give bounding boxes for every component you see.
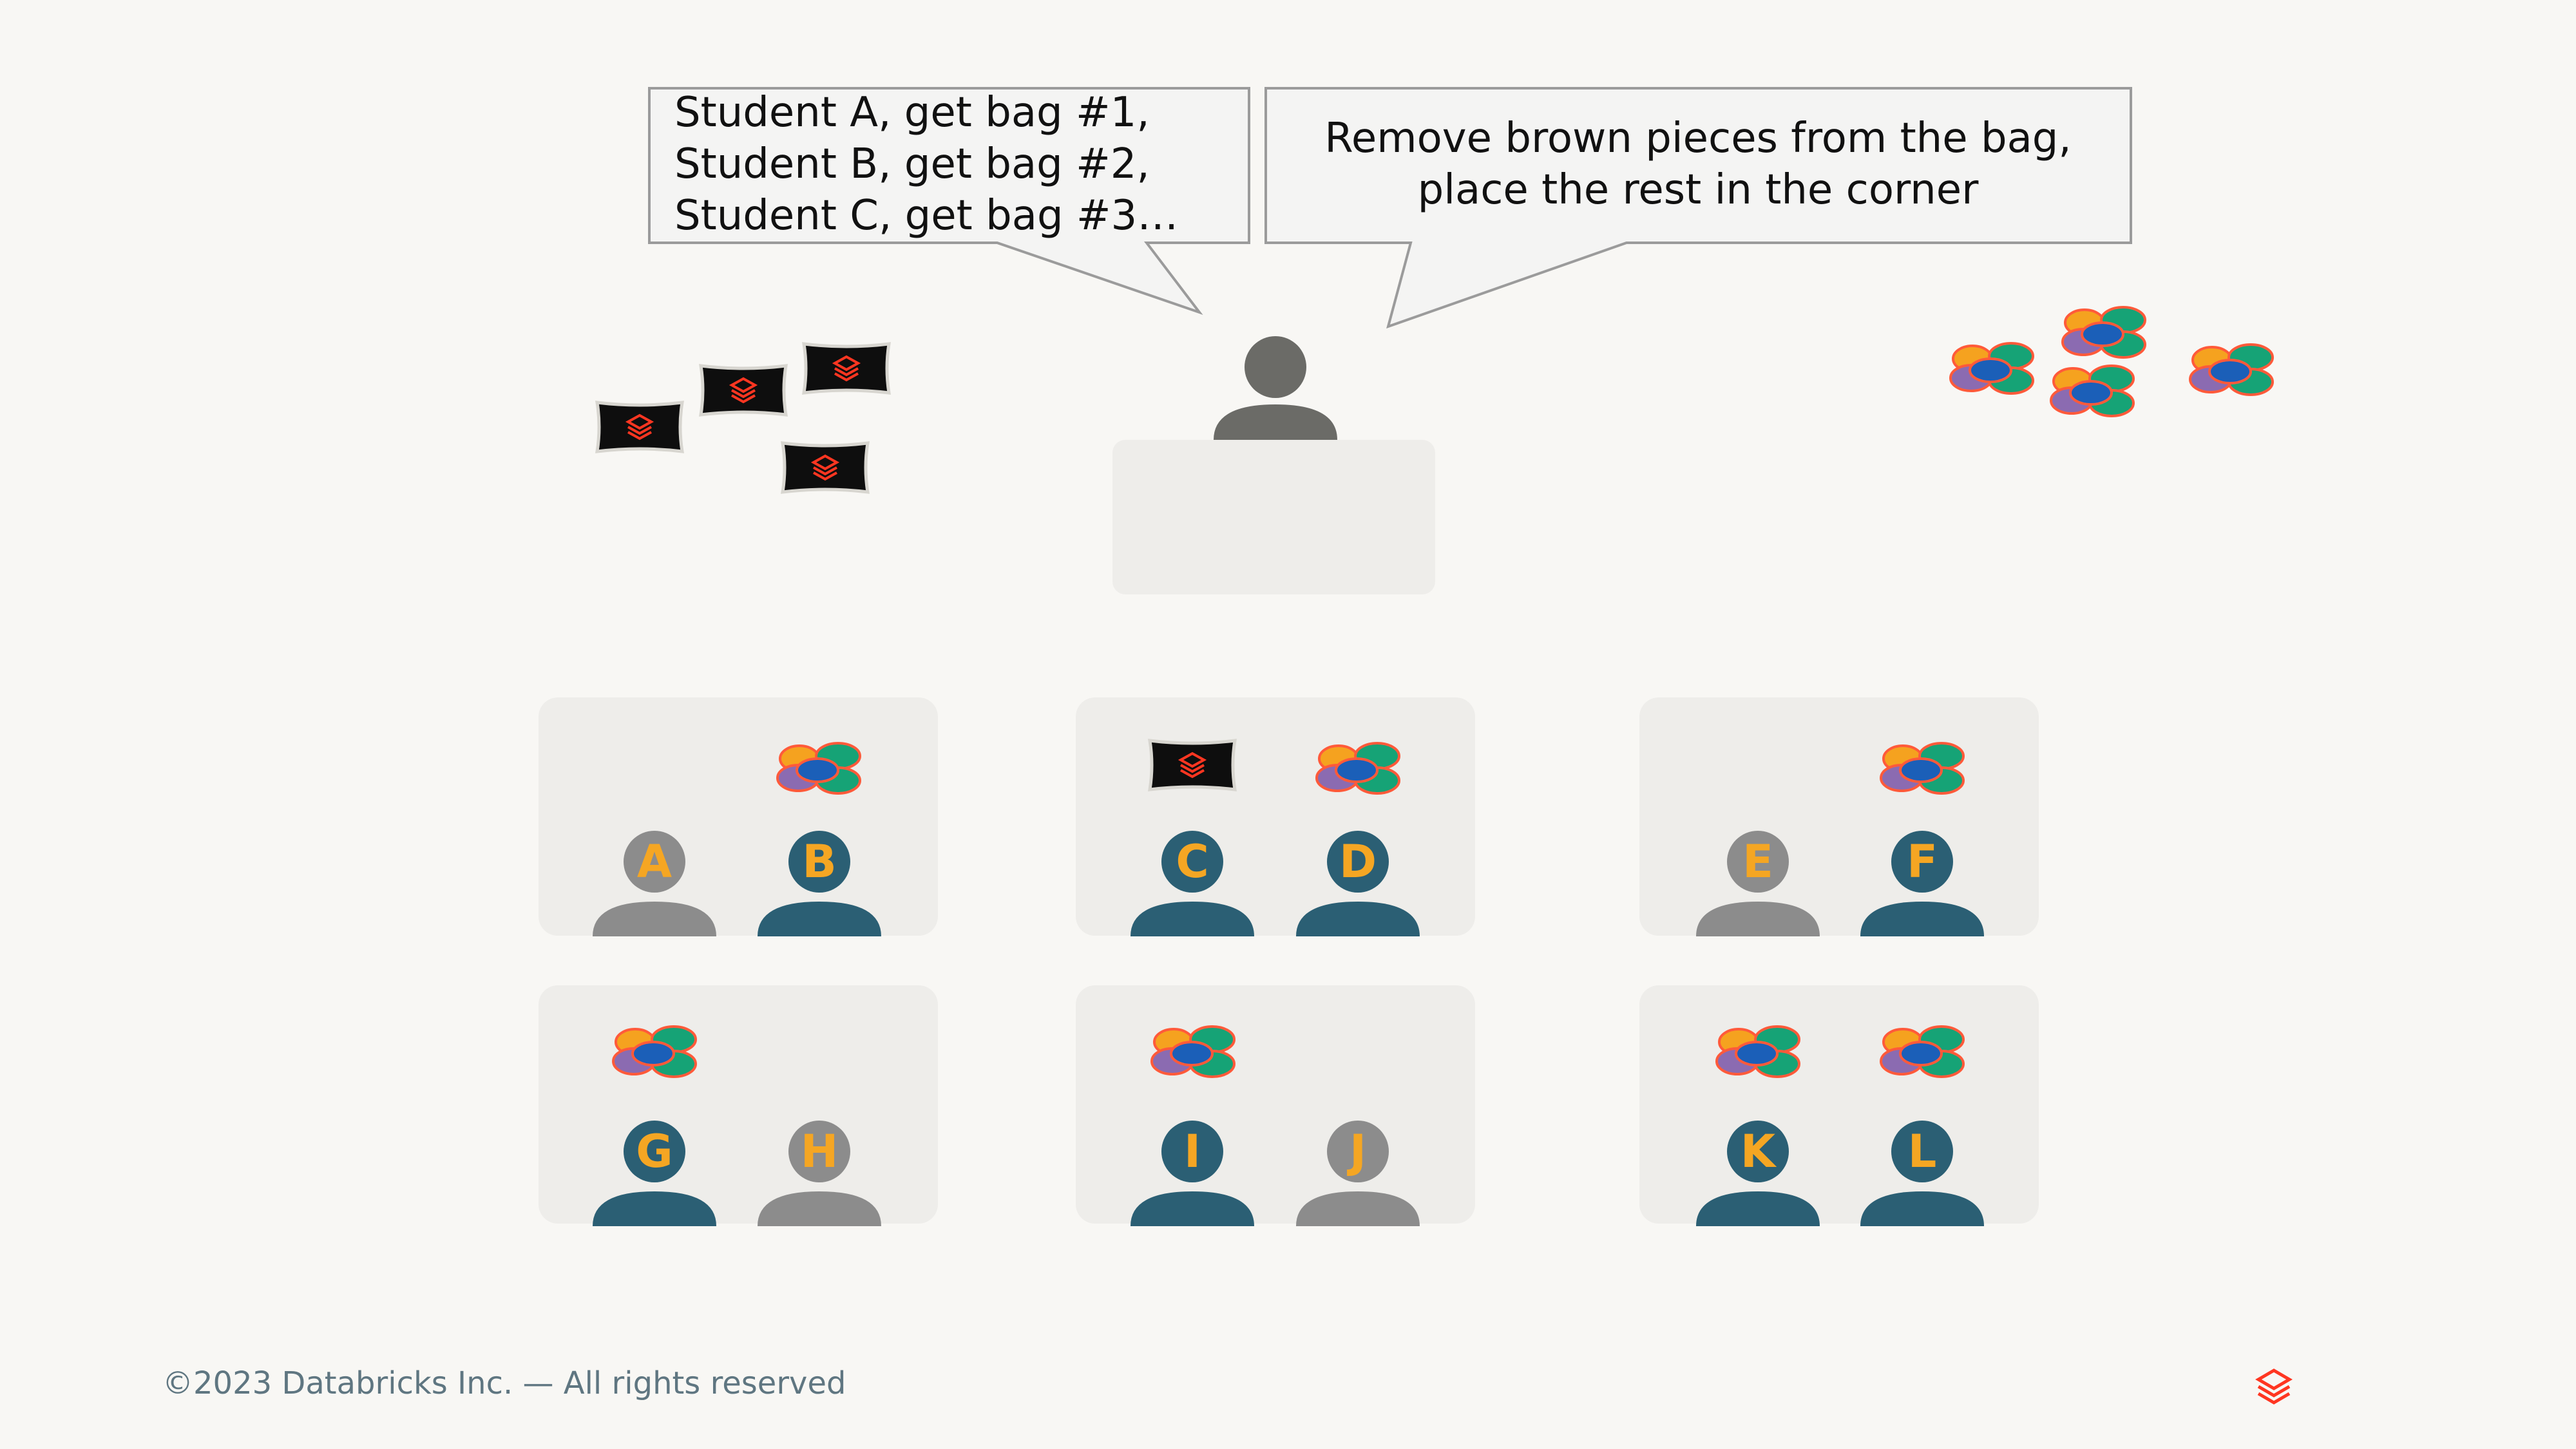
student-letter: C [1176,835,1208,888]
jellybean-cluster-icon [1315,742,1400,795]
jellybean-cluster-icon [2189,343,2274,396]
student-letter: G [636,1125,673,1178]
jellybean-cluster-icon [1715,1025,1800,1078]
student-letter: K [1741,1125,1777,1178]
student-letter: J [1347,1125,1366,1178]
desk-ab [539,697,938,936]
jellybean-cluster-icon [2050,365,2135,417]
student-d-icon: D [1296,831,1420,936]
student-letter: D [1339,835,1377,888]
student-c-icon: C [1131,831,1254,936]
bag-icon [804,344,889,393]
desk-ij [1076,985,1475,1224]
student-i-icon: I [1131,1121,1254,1226]
students: A B C D E F G H I J K L [593,831,1984,1226]
desk-gh [539,985,938,1224]
student-head [1327,1121,1389,1182]
bubble-left-line-1: Student A, get bag #1, [674,89,1150,137]
bubble-right-line-2: place the rest in the corner [1418,166,1980,214]
svg-text:Student B, get bag #2,: Student B, get bag #2, [674,140,1150,188]
speech-bubble-right: Remove brown pieces from the bag, place … [1264,87,2132,329]
student-body [1860,1191,1984,1226]
student-body [593,902,716,936]
jellybean-cluster-icon [1949,342,2034,395]
student-body [1696,902,1820,936]
desk-cd [1076,697,1475,936]
svg-text:Student C, get bag #3…: Student C, get bag #3… [674,192,1178,240]
jellybean-cluster-icon [612,1025,697,1078]
student-head [1161,1121,1223,1182]
student-b-icon: B [758,831,881,936]
student-letter: F [1907,835,1938,888]
teacher-icon [1214,336,1337,440]
student-body [1131,902,1254,936]
bag-icon [701,366,786,415]
footer-copyright: ©2023 Databricks Inc. — All rights reser… [162,1365,846,1401]
bag-icon [597,402,682,451]
student-letter: A [637,835,672,888]
svg-text:place the rest in the corner: place the rest in the corner [1418,166,1980,214]
svg-text:Remove brown pieces from the b: Remove brown pieces from the bag, [1324,115,2072,162]
student-body [1696,1191,1820,1226]
student-g-icon: G [593,1121,716,1226]
student-l-icon: L [1860,1121,1984,1226]
bag-pile [597,344,889,492]
bag-icon [1150,741,1235,790]
student-body [758,1191,881,1226]
corner-pile [1949,306,2274,417]
bubble-left-line-3: Student C, get bag #3… [674,192,1178,240]
student-a-icon: A [593,831,716,936]
student-h-icon: H [758,1121,881,1226]
student-body [593,1191,716,1226]
jellybean-cluster-icon [1880,742,1965,795]
desk-ef [1639,697,2039,936]
student-head [1727,1121,1789,1182]
student-head [1891,1121,1953,1182]
student-letter: I [1184,1125,1201,1178]
jellybean-cluster-icon [776,742,861,795]
student-letter: B [802,835,836,888]
bag-icon [783,443,868,492]
svg-text:Student A, get bag #1,: Student A, get bag #1, [674,89,1150,137]
databricks-logo-icon [2255,1368,2293,1405]
student-letter: H [801,1125,839,1178]
jellybean-cluster-icon [1150,1025,1236,1078]
student-body [1860,902,1984,936]
student-head [624,1121,685,1182]
student-head [788,1121,850,1182]
bubble-right-line-1: Remove brown pieces from the bag, [1324,115,2072,162]
desk-kl [1639,985,2039,1224]
student-body [1296,902,1420,936]
student-head [1161,831,1223,893]
student-f-icon: F [1860,831,1984,936]
student-head [1727,831,1789,893]
student-head [624,831,685,893]
student-j-icon: J [1296,1121,1420,1226]
student-head [788,831,850,893]
student-head [1891,831,1953,893]
student-head [1327,831,1389,893]
student-letter: E [1742,835,1773,888]
speech-bubble-left: Student A, get bag #1, Student B, get ba… [648,87,1250,316]
teacher-desk [1112,440,1435,594]
student-letter: L [1908,1125,1937,1178]
student-e-icon: E [1696,831,1820,936]
jellybean-cluster-icon [2061,306,2146,359]
student-k-icon: K [1696,1121,1820,1226]
jellybean-cluster-icon [1880,1025,1965,1078]
student-desks [539,697,2039,1224]
bubble-left-line-2: Student B, get bag #2, [674,140,1150,188]
student-body [1296,1191,1420,1226]
student-body [758,902,881,936]
student-body [1131,1191,1254,1226]
